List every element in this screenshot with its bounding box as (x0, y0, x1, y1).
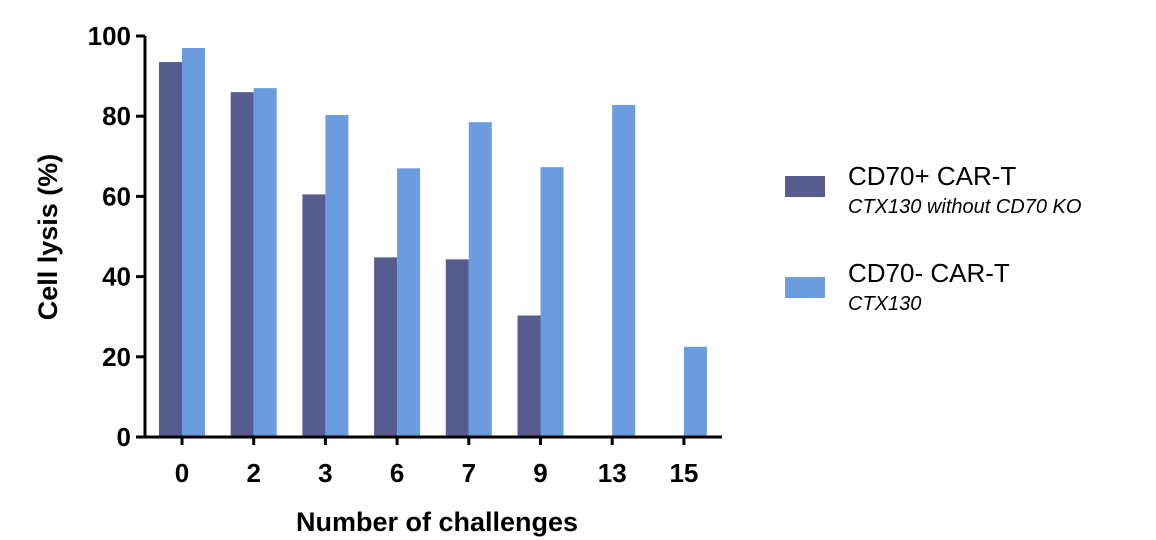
bar-cd70-negative-2 (253, 88, 277, 437)
y-tick-label: 80 (102, 101, 131, 131)
legend-label-cd70-negative: CD70- CAR-T (848, 258, 1010, 288)
legend-swatch-cd70-negative (785, 277, 825, 298)
bar-cd70-negative-15 (683, 346, 707, 437)
bar-cd70-positive-3 (302, 194, 326, 437)
x-tick-label: 3 (318, 458, 332, 488)
x-tick-label: 6 (390, 458, 404, 488)
y-axis-title: Cell lysis (%) (33, 154, 63, 321)
y-tick-label: 20 (102, 342, 131, 372)
legend-label-cd70-positive: CD70+ CAR-T (848, 161, 1016, 191)
y-tick-label: 0 (117, 422, 131, 452)
y-tick-label: 60 (102, 181, 131, 211)
bar-cd70-positive-9 (517, 315, 541, 437)
x-ticks: 0 2 3 6 7 9 13 15 (175, 437, 698, 488)
bar-cd70-negative-3 (325, 114, 349, 437)
x-tick-label: 9 (533, 458, 547, 488)
bar-cd70-negative-0 (182, 48, 205, 437)
bar-cd70-positive-2 (230, 92, 254, 437)
y-tick-label: 40 (102, 262, 131, 292)
bar-cd70-negative-9 (540, 167, 564, 437)
x-tick-label: 13 (598, 458, 627, 488)
legend-swatch-cd70-positive (785, 176, 825, 197)
legend-sublabel-cd70-positive: CTX130 without CD70 KO (848, 196, 1081, 218)
bar-cd70-negative-6 (397, 168, 421, 437)
bar-cd70-negative-13 (612, 104, 636, 438)
bar-cd70-negative-7 (468, 122, 492, 437)
bar-cd70-positive-6 (374, 257, 398, 437)
x-axis-title: Number of challenges (296, 507, 578, 537)
x-tick-label: 2 (246, 458, 260, 488)
x-tick-label: 0 (175, 458, 189, 488)
bar-cd70-positive-7 (445, 259, 469, 437)
y-ticks: 0 20 40 60 80 100 (88, 21, 145, 452)
bar-cd70-positive-0 (159, 62, 182, 437)
legend: CD70+ CAR-T CTX130 without CD70 KO CD70-… (785, 161, 1081, 315)
x-tick-label: 15 (669, 458, 698, 488)
bars-layer (159, 48, 707, 438)
y-tick-label: 100 (88, 21, 131, 51)
x-tick-label: 7 (462, 458, 476, 488)
legend-sublabel-cd70-negative: CTX130 (848, 293, 921, 315)
